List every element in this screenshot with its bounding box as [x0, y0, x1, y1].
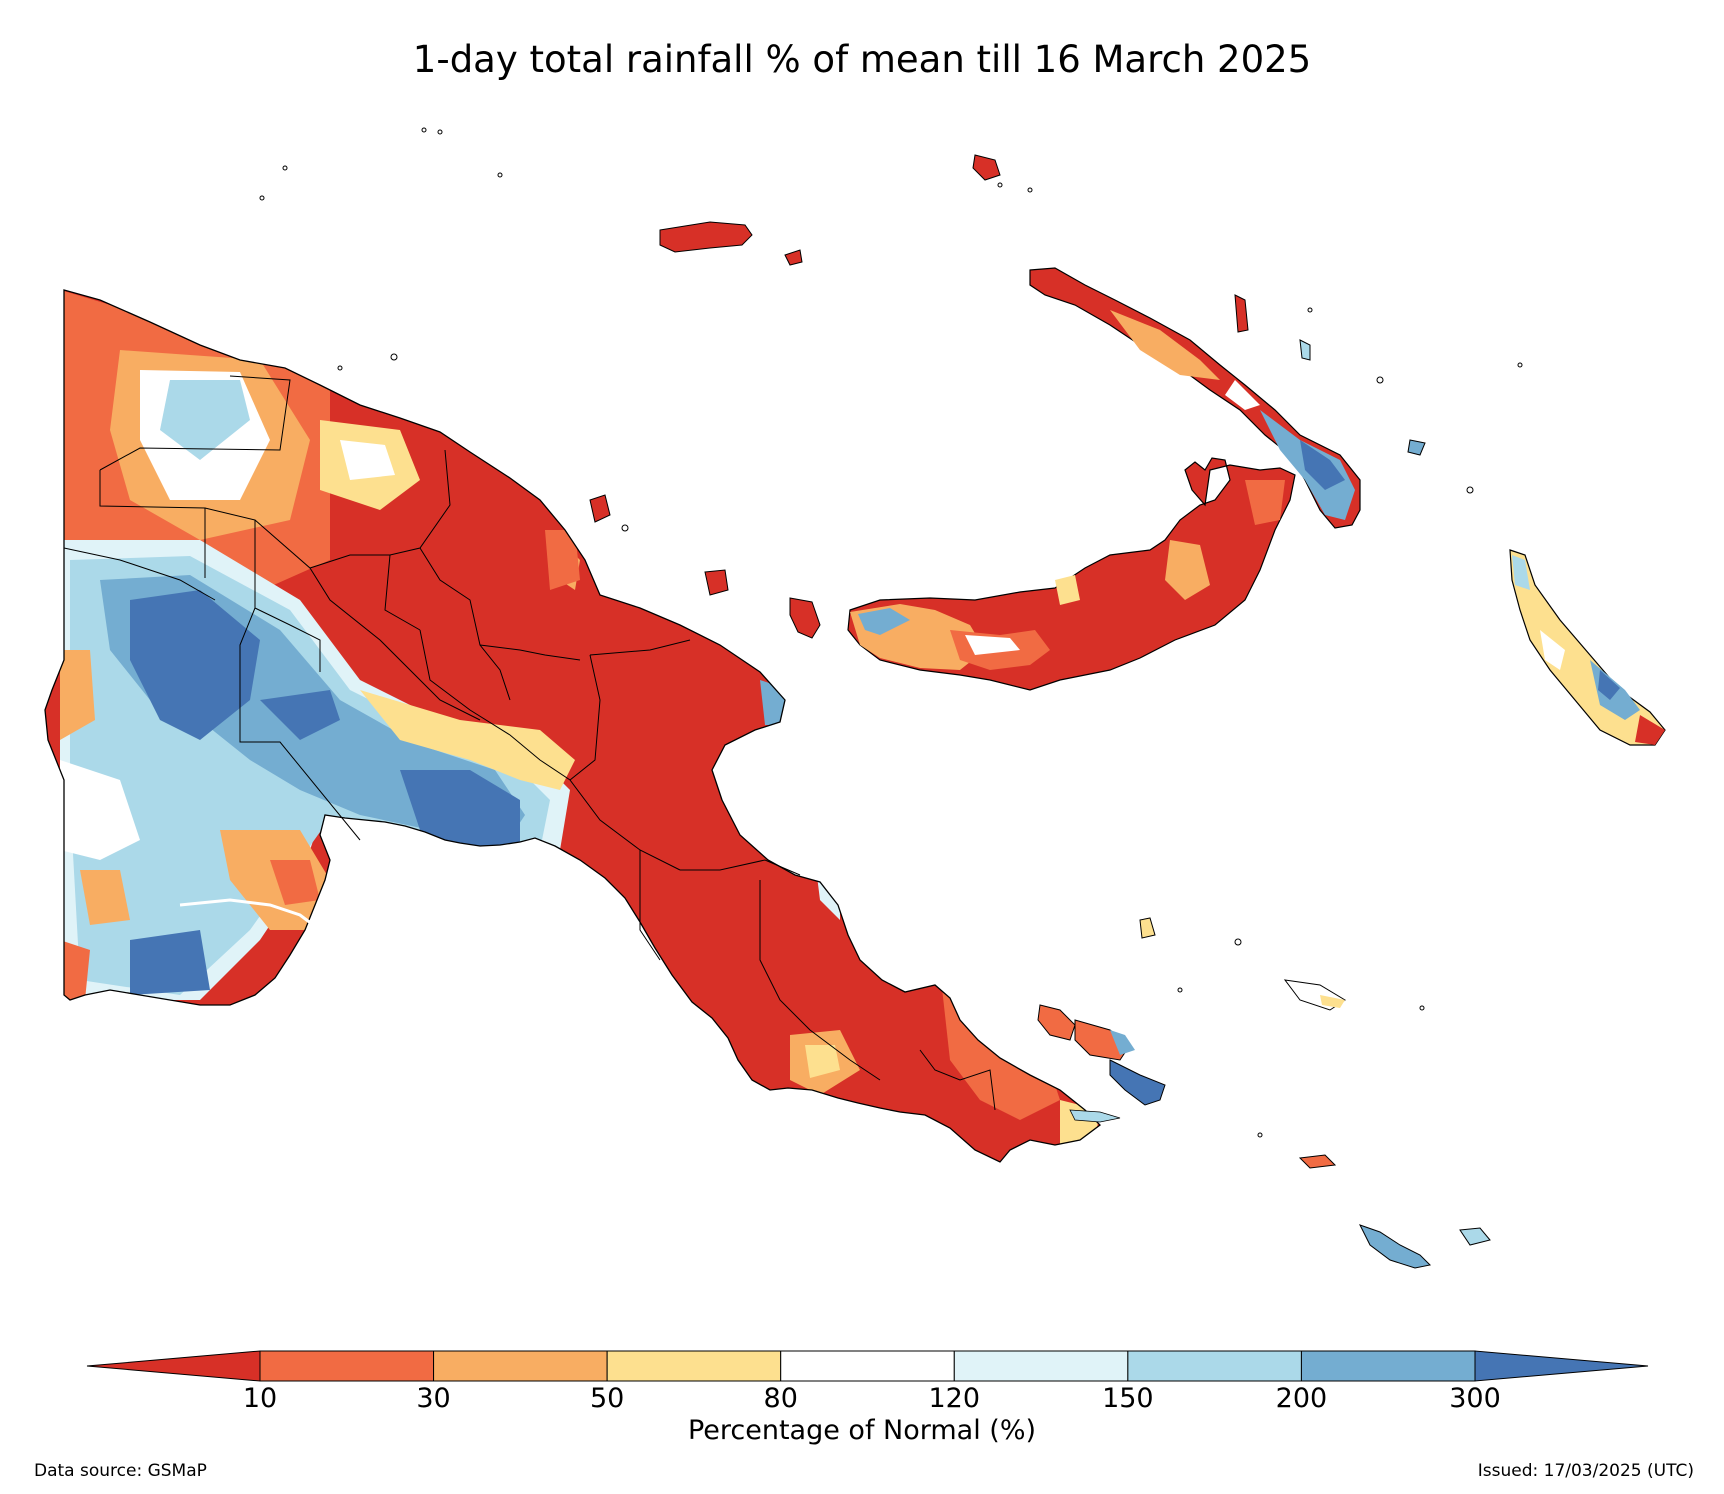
colorbar-bin — [606, 1350, 782, 1382]
colorbar-bin — [1127, 1350, 1302, 1382]
colorbar-bin — [953, 1350, 1129, 1382]
issued-date-note: Issued: 17/03/2025 (UTC) — [1477, 1461, 1694, 1481]
colorbar-tick-label: 30 — [416, 1383, 451, 1414]
colorbar-bin — [259, 1350, 435, 1382]
colorbar-tick-label: 120 — [928, 1383, 981, 1414]
colorbar-tick-label: 300 — [1449, 1383, 1501, 1414]
colorbar-bin — [780, 1350, 955, 1382]
rainfall-map — [44, 127, 1666, 1269]
colorbar-bin — [433, 1350, 608, 1382]
colorbar-bin — [86, 1350, 261, 1382]
colorbar-tick-label: 10 — [242, 1383, 278, 1414]
colorbar-label: Percentage of Normal (%) — [687, 1415, 1037, 1446]
colorbar-bin — [1474, 1350, 1649, 1382]
colorbar-tick-label: 80 — [763, 1383, 798, 1414]
colorbar-bin — [1300, 1350, 1476, 1382]
data-source-note: Data source: GSMaP — [34, 1461, 207, 1481]
colorbar-tick-label: 200 — [1275, 1383, 1328, 1414]
colorbar-tick-label: 150 — [1102, 1383, 1154, 1414]
map-title: 1-day total rainfall % of mean till 16 M… — [412, 38, 1312, 81]
colorbar-tick-label: 50 — [589, 1383, 625, 1414]
